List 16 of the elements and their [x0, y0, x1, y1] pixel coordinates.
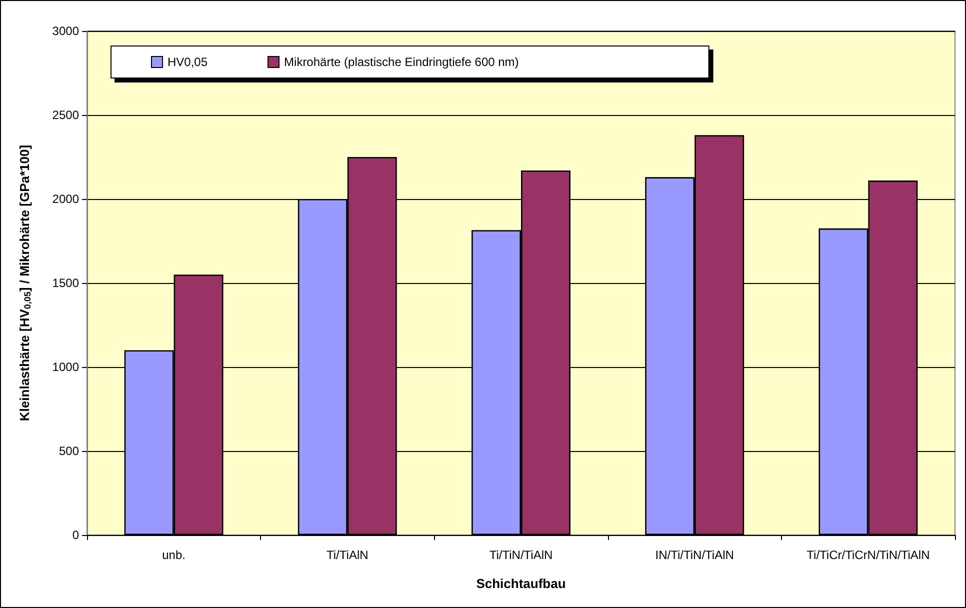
y-tick-label: 500 — [58, 444, 80, 458]
x-axis-title: Schichtaufbau — [476, 576, 566, 591]
x-tick-label: unb. — [162, 548, 186, 562]
legend-label: HV0,05 — [168, 55, 208, 69]
x-tick-label: IN/Ti/TiN/TiAlN — [655, 548, 734, 562]
x-tick-label: Ti/TiCr/TiCrN/TiN/TiAlN — [806, 548, 930, 562]
y-tick-label: 0 — [72, 528, 80, 542]
y-tick-label: 3000 — [52, 24, 80, 38]
y-tick-label: 1500 — [52, 276, 80, 290]
legend-label: Mikrohärte (plastische Eindringtiefe 600 nm) — [284, 55, 519, 69]
x-tick-label: Ti/TiN/TiAlN — [489, 548, 553, 562]
y-axis-title: Kleinlasthärte [HV0,05] / Mikrohärte [GPa*100] — [17, 144, 32, 422]
x-tick-label: Ti/TiAlN — [326, 548, 368, 562]
y-tick-label: 1000 — [52, 360, 80, 374]
y-tick-label: 2000 — [52, 192, 80, 206]
y-tick-label: 2500 — [52, 108, 80, 122]
